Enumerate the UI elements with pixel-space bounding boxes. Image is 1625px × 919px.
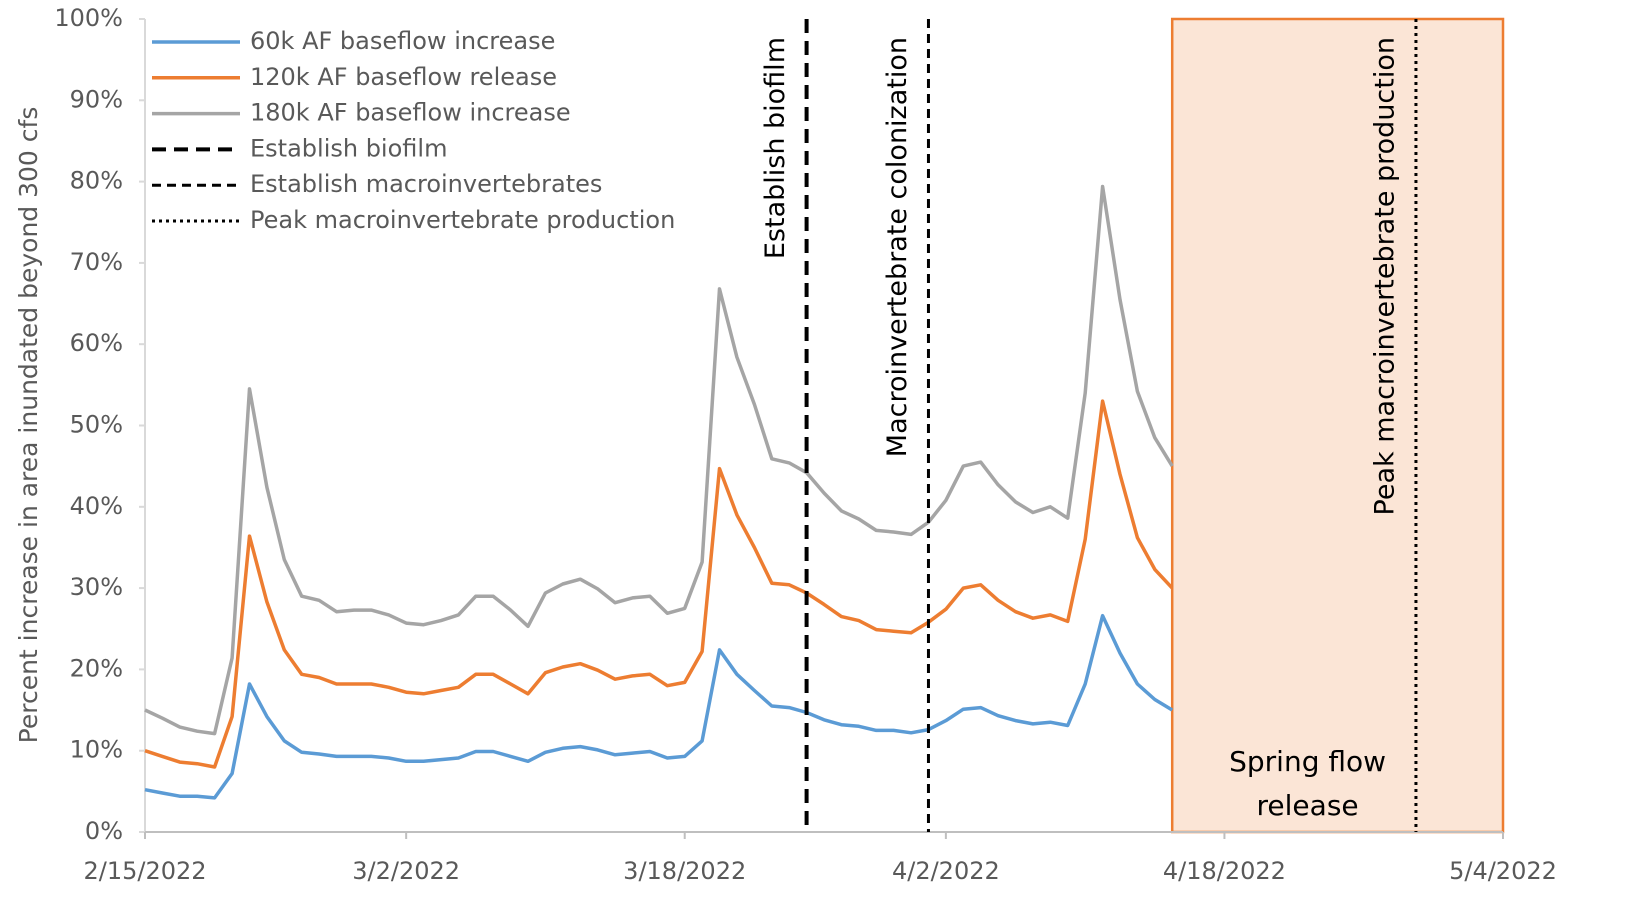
y-tick-label: 50% xyxy=(70,411,123,439)
y-tick-label: 60% xyxy=(70,329,123,357)
reference-label: Establish biofilm xyxy=(760,37,791,259)
reference-label: Peak macroinvertebrate production xyxy=(1369,37,1400,515)
shaded-region xyxy=(1170,17,1505,834)
y-tick-label: 10% xyxy=(70,736,123,764)
y-axis-title: Percent increase in area inundated beyon… xyxy=(14,107,43,744)
series-line xyxy=(144,184,1174,736)
reference-label: Macroinvertebrate colonization xyxy=(882,37,913,457)
x-tick-label: 3/2/2022 xyxy=(352,857,460,885)
y-tick-label: 30% xyxy=(70,573,123,601)
y-tick-label: 100% xyxy=(54,4,123,32)
region-label: Spring flow release xyxy=(1229,745,1387,822)
x-tick-label: 4/2/2022 xyxy=(892,857,1000,885)
x-tick-label: 4/18/2022 xyxy=(1163,857,1286,885)
legend-label: 120k AF baseflow release xyxy=(250,63,557,91)
y-tick-label: 90% xyxy=(70,85,123,113)
legend-label: 60k AF baseflow increase xyxy=(250,27,555,55)
legend-label: Establish macroinvertebrates xyxy=(250,170,602,198)
series-line xyxy=(144,613,1174,800)
y-tick-label: 0% xyxy=(85,817,123,845)
x-tick-label: 2/15/2022 xyxy=(83,857,206,885)
y-tick-label: 70% xyxy=(70,248,123,276)
x-tick-label: 3/18/2022 xyxy=(623,857,746,885)
y-tick-label: 20% xyxy=(70,654,123,682)
y-tick-label: 80% xyxy=(70,167,123,195)
legend-label: Establish biofilm xyxy=(250,134,447,162)
y-tick-label: 40% xyxy=(70,492,123,520)
legend-label: Peak macroinvertebrate production xyxy=(250,206,675,234)
series-line xyxy=(144,399,1174,769)
x-tick-label: 5/4/2022 xyxy=(1449,857,1557,885)
legend-label: 180k AF baseflow increase xyxy=(250,99,571,127)
